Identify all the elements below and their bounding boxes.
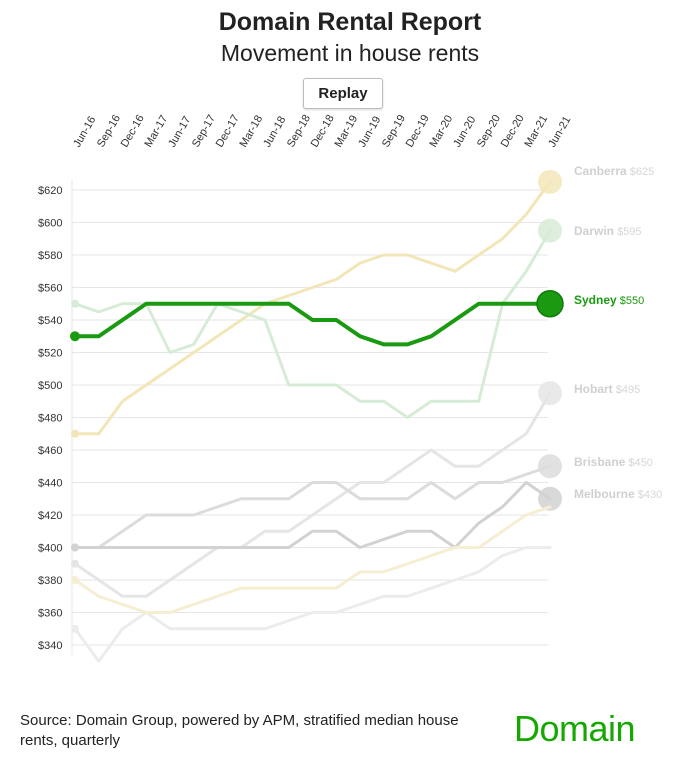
replay-button[interactable]: Replay [303,78,383,109]
y-tick-label: $360 [38,608,62,620]
series-label-sydney: Sydney $550 [574,293,644,307]
y-tick-label: $440 [38,478,62,490]
series-start-point-perth [71,576,79,584]
domain-logo: Domain [514,708,636,749]
series-line-sydney [73,301,552,347]
background-series [71,169,562,663]
y-tick-label: $460 [38,445,62,457]
x-tick-label: Jun-21 [546,114,573,149]
y-tick-label: $480 [38,413,62,425]
y-tick-label: $540 [38,315,62,327]
series-line-hobart [73,391,552,598]
series-end-point-darwin [538,218,562,243]
series-line-perth [73,505,552,614]
series-end-point-hobart [538,381,562,406]
series-label-darwin: Darwin $595 [574,224,642,238]
y-tick-label: $400 [38,543,62,555]
series-label-canberra: Canberra $625 [574,164,654,178]
chart-subtitle: Movement in house rents [220,40,480,66]
y-tick-label: $520 [38,348,62,360]
y-tick-label: $620 [38,185,62,197]
series-start-point-hobart [71,559,79,568]
y-tick-label: $380 [38,575,62,587]
series-line-darwin [73,229,552,419]
y-tick-label: $420 [38,510,62,522]
series-label-brisbane: Brisbane $450 [574,455,653,469]
y-tick-label: $580 [38,250,62,262]
series-end-point-canberra [538,169,562,194]
y-tick-label: $340 [38,640,62,652]
line-chart: $620 $600 $580 $560 $540 $520 $500 $480 $460 $440… [38,113,662,663]
series-labels: Sydney $550 Canberra $625 Darwin $595 Hobar… [574,164,662,501]
y-axis-ticks: $620 $600 $580 $560 $540 $520 $500 $480 $460 $440… [38,185,62,652]
series-line-melbourne [73,481,552,549]
series-start-point-sydney [70,331,80,342]
series-label-hobart: Hobart $495 [574,382,640,396]
y-tick-label: $600 [38,218,62,230]
series-line-brisbane [73,464,552,549]
chart-title: Domain Rental Report [218,8,482,36]
y-tick-label: $500 [38,380,62,392]
highlighted-series [70,290,564,347]
gridlines [71,180,548,655]
x-axis-ticks: Jun-16Sep-16Dec-16Mar-17Jun-17Sep-17Dec-… [71,113,573,150]
series-line-adelaide [73,546,552,663]
series-label-melbourne: Melbourne $430 [574,487,662,501]
series-end-point-melbourne [538,486,562,511]
series-start-point-canberra [71,429,79,438]
series-start-point-adelaide [71,624,79,633]
series-end-point-brisbane [538,454,562,479]
source-note: Source: Domain Group, powered by APM, st… [20,712,459,749]
series-end-point-sydney [536,290,564,318]
series-start-point-darwin [71,299,79,308]
y-tick-label: $560 [38,283,62,295]
series-start-point-melbourne [71,543,79,552]
series-line-canberra [73,180,552,436]
